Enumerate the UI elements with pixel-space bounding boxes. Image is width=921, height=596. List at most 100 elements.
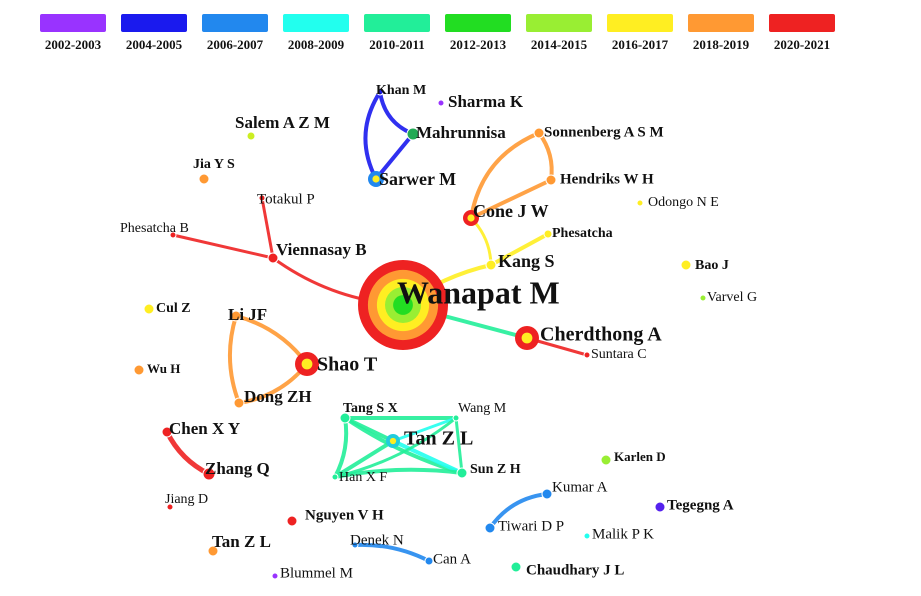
node — [267, 252, 279, 264]
node-label: Sharma K — [448, 92, 524, 111]
node-core — [301, 358, 313, 370]
node — [258, 194, 266, 202]
node-label: Tiwari D P — [498, 518, 564, 534]
node — [339, 412, 351, 424]
node — [600, 454, 612, 466]
edge — [228, 314, 241, 405]
node-label: Tegegng A — [667, 497, 734, 513]
node — [286, 515, 298, 527]
node-label: Sarwer M — [379, 169, 456, 189]
legend-label: 2008-2009 — [288, 37, 345, 52]
legend-label: 2020-2021 — [774, 37, 830, 52]
legend-label: 2012-2013 — [450, 37, 507, 52]
node — [143, 303, 155, 315]
node-label: Kumar A — [552, 479, 608, 495]
node-label: Denek N — [350, 532, 404, 548]
legend-swatch — [688, 14, 754, 32]
node — [485, 259, 497, 271]
node-label: Chen X Y — [169, 419, 240, 438]
node-label: Blummel M — [280, 565, 353, 581]
node-label: Hendriks W H — [560, 171, 654, 187]
node — [583, 532, 591, 540]
node — [699, 294, 707, 302]
node — [207, 545, 219, 557]
node — [133, 364, 145, 376]
node — [510, 561, 522, 573]
legend-swatch — [769, 14, 835, 32]
node-label: Wang M — [458, 401, 507, 416]
node-label: Wu H — [147, 361, 180, 376]
node-label: Dong ZH — [244, 387, 312, 406]
edge — [378, 90, 415, 136]
node — [541, 488, 553, 500]
node-ring — [393, 295, 413, 315]
node — [246, 131, 256, 141]
node — [452, 414, 460, 422]
edge — [489, 232, 550, 267]
node-label: Malik P K — [592, 526, 654, 542]
legend-label: 2016-2017 — [612, 37, 669, 52]
node-label: Khan M — [376, 83, 426, 98]
node — [545, 174, 557, 186]
node-label: Shao T — [317, 354, 378, 376]
node — [533, 127, 545, 139]
node-label: Suntara C — [591, 347, 647, 362]
node — [331, 473, 339, 481]
legend-swatch — [40, 14, 106, 32]
node — [233, 397, 245, 409]
node-label: Chaudhary J L — [526, 562, 624, 578]
edge — [171, 233, 275, 260]
node — [484, 522, 496, 534]
legend-swatch — [445, 14, 511, 32]
legend-label: 2006-2007 — [207, 37, 264, 52]
edge — [469, 131, 541, 220]
labels: Wanapat M Cherdthong A Kang S PhesatchaCone… — [120, 83, 757, 581]
node — [636, 199, 644, 207]
legend-label: 2018-2019 — [693, 37, 750, 52]
node-label: Cherdthong A — [540, 324, 662, 346]
node — [456, 467, 468, 479]
legend-label: 2004-2005 — [126, 37, 183, 52]
node-label: Bao J — [695, 258, 729, 273]
node-label: Cone J W — [473, 201, 549, 221]
node-label: Odongo N E — [648, 195, 719, 210]
node-label: Zhang Q — [205, 459, 270, 478]
node-label: Jia Y S — [193, 157, 235, 172]
node — [654, 501, 666, 513]
node — [424, 556, 434, 566]
edge — [488, 492, 549, 530]
node — [230, 310, 242, 322]
legend-label: 2014-2015 — [531, 37, 588, 52]
node — [166, 503, 174, 511]
edge — [333, 416, 349, 479]
node-core — [467, 214, 475, 222]
edge — [353, 542, 431, 563]
node — [437, 99, 445, 107]
node — [271, 572, 279, 580]
node-label: Tan Z L — [404, 428, 473, 450]
node-label: Han X F — [339, 470, 387, 485]
node — [406, 127, 420, 141]
node-label: Totakul P — [257, 191, 315, 207]
node-label: Mahrunnisa — [416, 123, 506, 142]
node-label: Cul Z — [156, 301, 191, 316]
node — [351, 541, 359, 549]
node-core — [521, 332, 533, 344]
node-label: Li JF — [228, 305, 267, 324]
node — [543, 229, 553, 239]
node-label: Nguyen V H — [305, 507, 384, 523]
node — [376, 88, 384, 96]
node-label: Tan Z L — [212, 532, 271, 551]
legend-swatch — [283, 14, 349, 32]
edge — [391, 439, 464, 475]
node-label: Salem A Z M — [235, 113, 330, 132]
edge — [333, 416, 458, 479]
node-label: Phesatcha — [552, 226, 613, 241]
node — [680, 259, 692, 271]
legend-label: 2002-2003 — [45, 37, 102, 52]
edge — [363, 90, 382, 181]
legend-swatch — [607, 14, 673, 32]
nodes — [133, 88, 707, 580]
node-label: Karlen D — [614, 449, 666, 464]
